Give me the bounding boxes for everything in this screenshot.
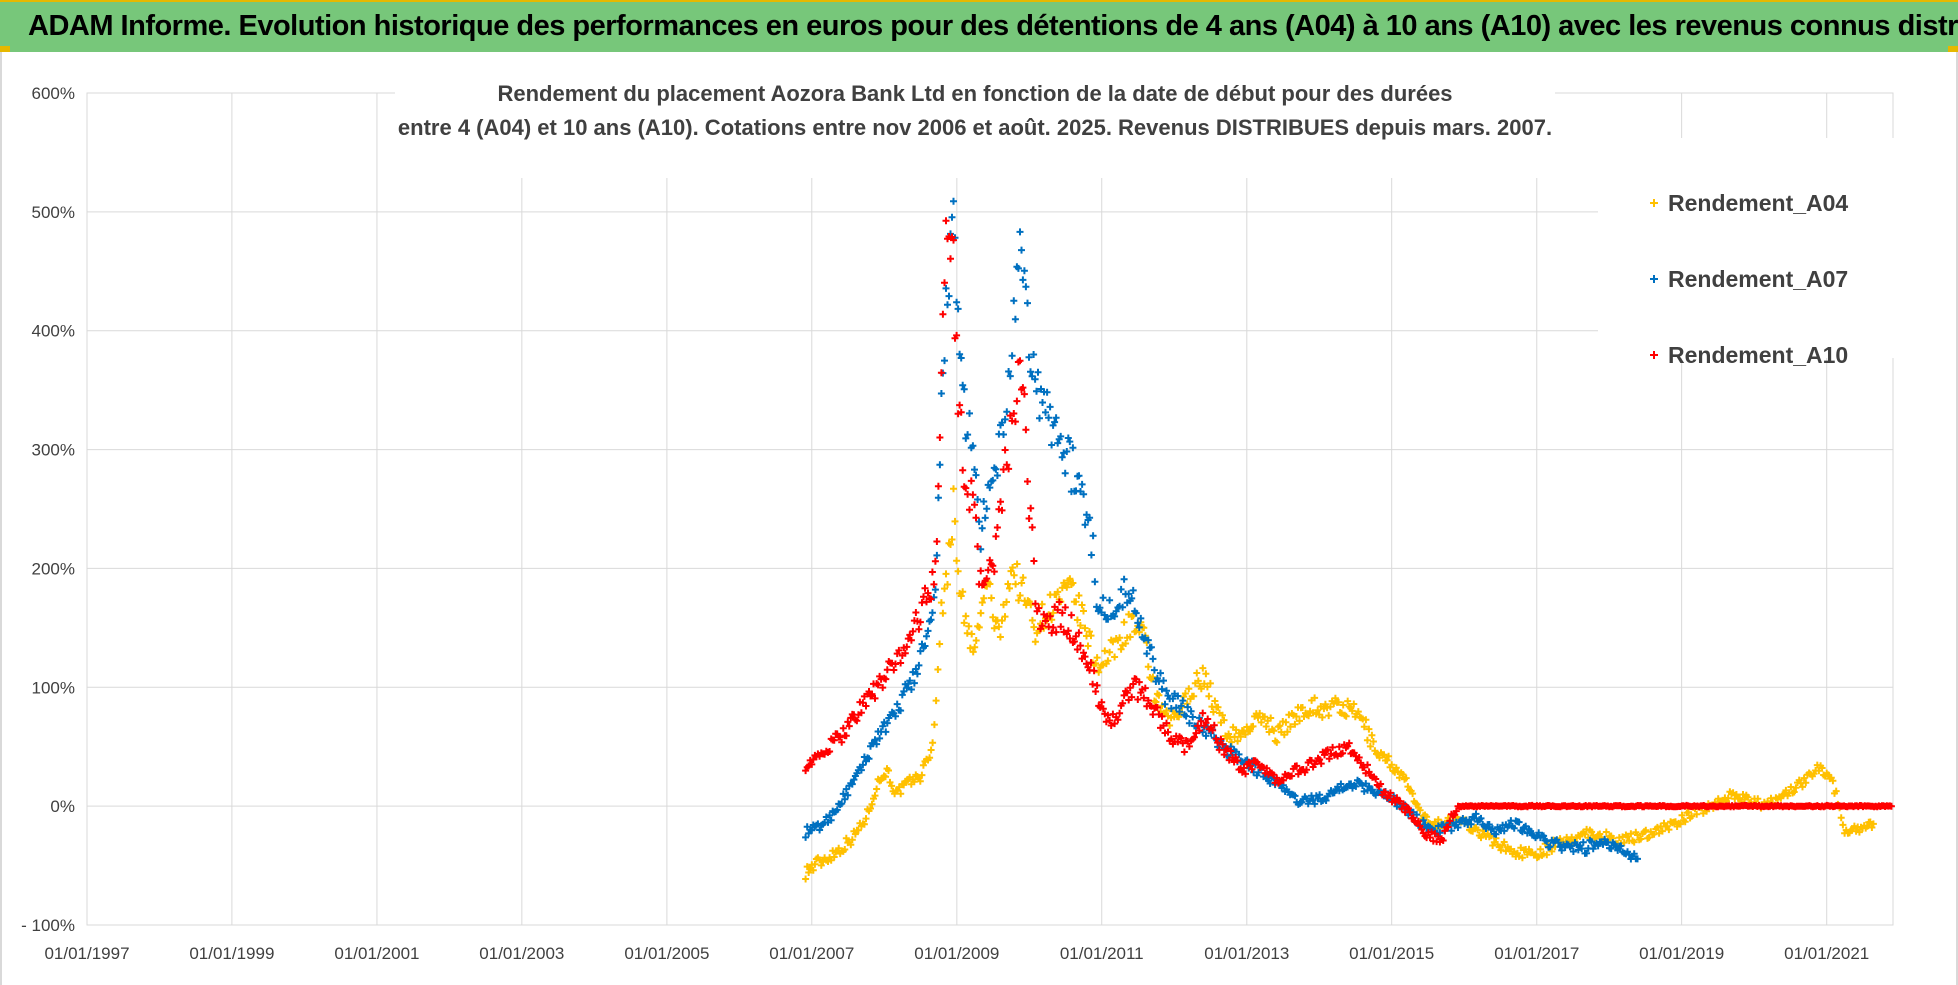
- y-tick-label: 600%: [32, 84, 75, 103]
- banner-title: ADAM Informe. Evolution historique des p…: [28, 10, 1958, 42]
- series-markers: [802, 217, 1895, 846]
- y-tick-label: 400%: [32, 322, 75, 341]
- legend-label: Rendement_A04: [1668, 190, 1848, 216]
- frame-right: [1956, 52, 1958, 985]
- chart-area: 600% 500% 400% 300% 200% 100% 0% - 100% 01/01/19…: [21, 66, 1895, 963]
- banner: ADAM Informe. Evolution historique des p…: [0, 0, 1958, 52]
- x-tick-label: 01/01/2009: [914, 944, 999, 963]
- legend-label: Rendement_A07: [1668, 266, 1848, 292]
- legend-marker: [1650, 199, 1658, 207]
- title-background: [395, 66, 1555, 178]
- y-tick-label: 200%: [32, 559, 75, 578]
- x-tick-label: 01/01/2015: [1349, 944, 1434, 963]
- x-tick-label: 01/01/2021: [1784, 944, 1869, 963]
- axes: 600% 500% 400% 300% 200% 100% 0% - 100% 01/01/19…: [21, 84, 1869, 963]
- chart-subtitle: entre 4 (A04) et 10 ans (A10). Cotations…: [398, 115, 1552, 140]
- x-tick-label: 01/01/2011: [1060, 944, 1144, 963]
- legend-label: Rendement_A10: [1668, 342, 1848, 368]
- y-tick-label: 300%: [32, 441, 75, 460]
- legend-item: Rendement_A10: [1650, 342, 1848, 368]
- legend-background: [1598, 138, 1894, 358]
- legend-marker: [1650, 275, 1658, 283]
- series-rendement_a04: [802, 485, 1877, 883]
- x-tick-label: 01/01/2017: [1494, 944, 1579, 963]
- series-rendement_a10: [802, 217, 1895, 846]
- legend: Rendement_A04 Rendement_A07 Rendement_A10: [1598, 138, 1894, 368]
- y-tick-label: 500%: [32, 203, 75, 222]
- x-tick-label: 01/01/1999: [189, 944, 274, 963]
- chart-title: Rendement du placement Aozora Bank Ltd e…: [497, 81, 1452, 106]
- y-tick-label: 100%: [32, 678, 75, 697]
- x-tick-label: 01/01/1997: [44, 944, 129, 963]
- x-tick-label: 01/01/2005: [624, 944, 709, 963]
- y-tick-label: - 100%: [21, 916, 75, 935]
- corner-mark-left: [0, 46, 10, 52]
- x-tick-label: 01/01/2019: [1639, 944, 1724, 963]
- x-tick-label: 01/01/2003: [479, 944, 564, 963]
- x-tick-label: 01/01/2013: [1204, 944, 1289, 963]
- legend-item: Rendement_A04: [1650, 190, 1848, 216]
- plot-series: [802, 197, 1895, 883]
- legend-marker: [1650, 351, 1658, 359]
- corner-mark-right: [1948, 46, 1958, 52]
- legend-item: Rendement_A07: [1650, 266, 1848, 292]
- x-tick-label: 01/01/2007: [769, 944, 854, 963]
- x-tick-label: 01/01/2001: [334, 944, 419, 963]
- series-markers: [802, 485, 1877, 883]
- frame-left: [0, 52, 2, 985]
- y-tick-label: 0%: [50, 797, 75, 816]
